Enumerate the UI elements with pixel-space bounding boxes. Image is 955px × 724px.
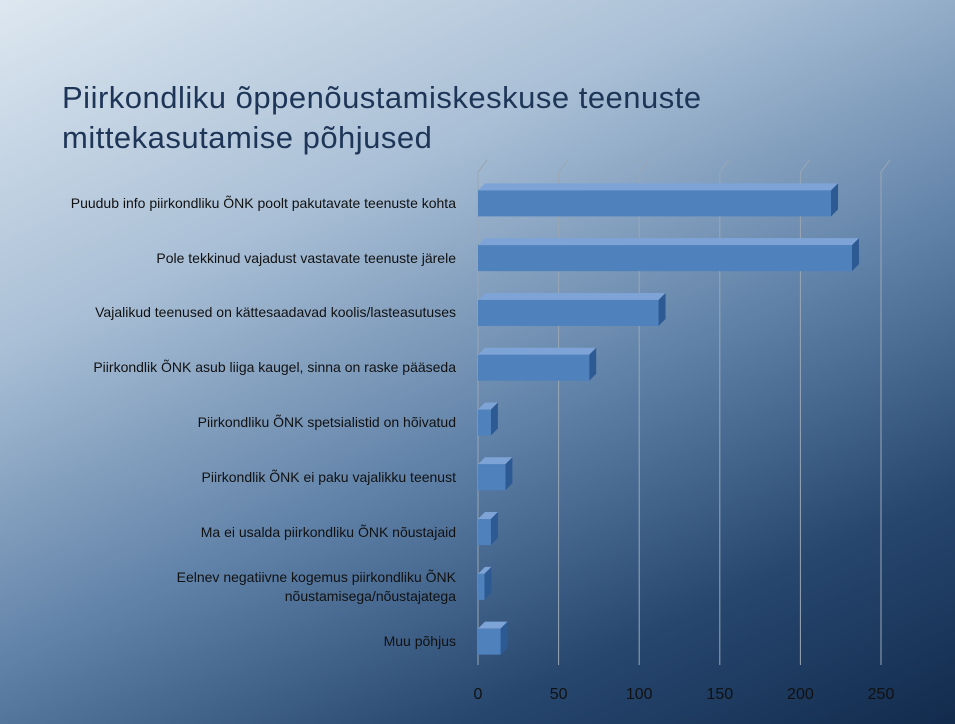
bar bbox=[478, 628, 501, 655]
x-tick-label: 200 bbox=[787, 686, 814, 703]
bar-side bbox=[490, 512, 498, 546]
bar-top bbox=[478, 457, 513, 465]
bar-top bbox=[478, 621, 508, 629]
bar-side bbox=[831, 183, 839, 217]
bar-side bbox=[484, 566, 492, 600]
y-tick-label: Pole tekkinud vajadust vastavate teenust… bbox=[156, 249, 456, 266]
chart-title: Piirkondliku õppenõustamiskeskuse teenus… bbox=[62, 80, 702, 155]
bar-side bbox=[589, 347, 597, 381]
grid-line bbox=[880, 159, 891, 665]
bar bbox=[478, 409, 491, 436]
bar-top bbox=[478, 347, 597, 355]
x-tick-label: 250 bbox=[868, 686, 895, 703]
y-tick-label: Piirkondlik ÕNK ei paku vajalikku teenus… bbox=[201, 468, 456, 485]
bar-side bbox=[490, 402, 498, 436]
bar-top bbox=[478, 512, 498, 520]
bar-side bbox=[851, 238, 859, 272]
bar bbox=[478, 354, 590, 381]
y-tick-label: Puudub info piirkondliku ÕNK poolt pakut… bbox=[70, 194, 456, 211]
bar bbox=[478, 464, 506, 491]
grid-line bbox=[558, 159, 568, 665]
x-tick-label: 0 bbox=[474, 686, 483, 703]
grid-line bbox=[719, 159, 730, 665]
bar bbox=[478, 299, 659, 326]
x-tick-label: 100 bbox=[626, 686, 653, 703]
y-tick-label: Ma ei usalda piirkondliku ÕNK nõustajaid bbox=[200, 523, 456, 540]
bar bbox=[478, 519, 491, 546]
bar bbox=[478, 573, 485, 600]
bar-top bbox=[478, 566, 492, 574]
bar-side bbox=[505, 457, 513, 491]
x-tick-label: 150 bbox=[706, 686, 733, 703]
x-tick-label: 50 bbox=[550, 686, 568, 703]
bar-top bbox=[478, 238, 859, 246]
bar-top bbox=[478, 183, 839, 191]
bar bbox=[478, 190, 832, 217]
grid-line bbox=[799, 159, 810, 665]
y-tick-label: Piirkondlik ÕNK asub liiga kaugel, sinna… bbox=[93, 359, 456, 376]
bar bbox=[478, 245, 852, 272]
grid-line bbox=[638, 159, 649, 665]
bar-top bbox=[478, 402, 498, 410]
bar-side bbox=[658, 292, 666, 326]
grid-line bbox=[477, 159, 488, 665]
y-tick-label: Eelnev negatiivne kogemus piirkondliku Õ… bbox=[176, 568, 456, 604]
y-tick-label: Piirkondliku ÕNK spetsialistid on hõivat… bbox=[197, 414, 456, 430]
bar-side bbox=[500, 621, 508, 655]
bar-top bbox=[478, 292, 666, 300]
y-tick-label: Vajalikud teenused on kättesaadavad kool… bbox=[95, 304, 456, 321]
y-tick-label: Muu põhjus bbox=[383, 633, 456, 650]
